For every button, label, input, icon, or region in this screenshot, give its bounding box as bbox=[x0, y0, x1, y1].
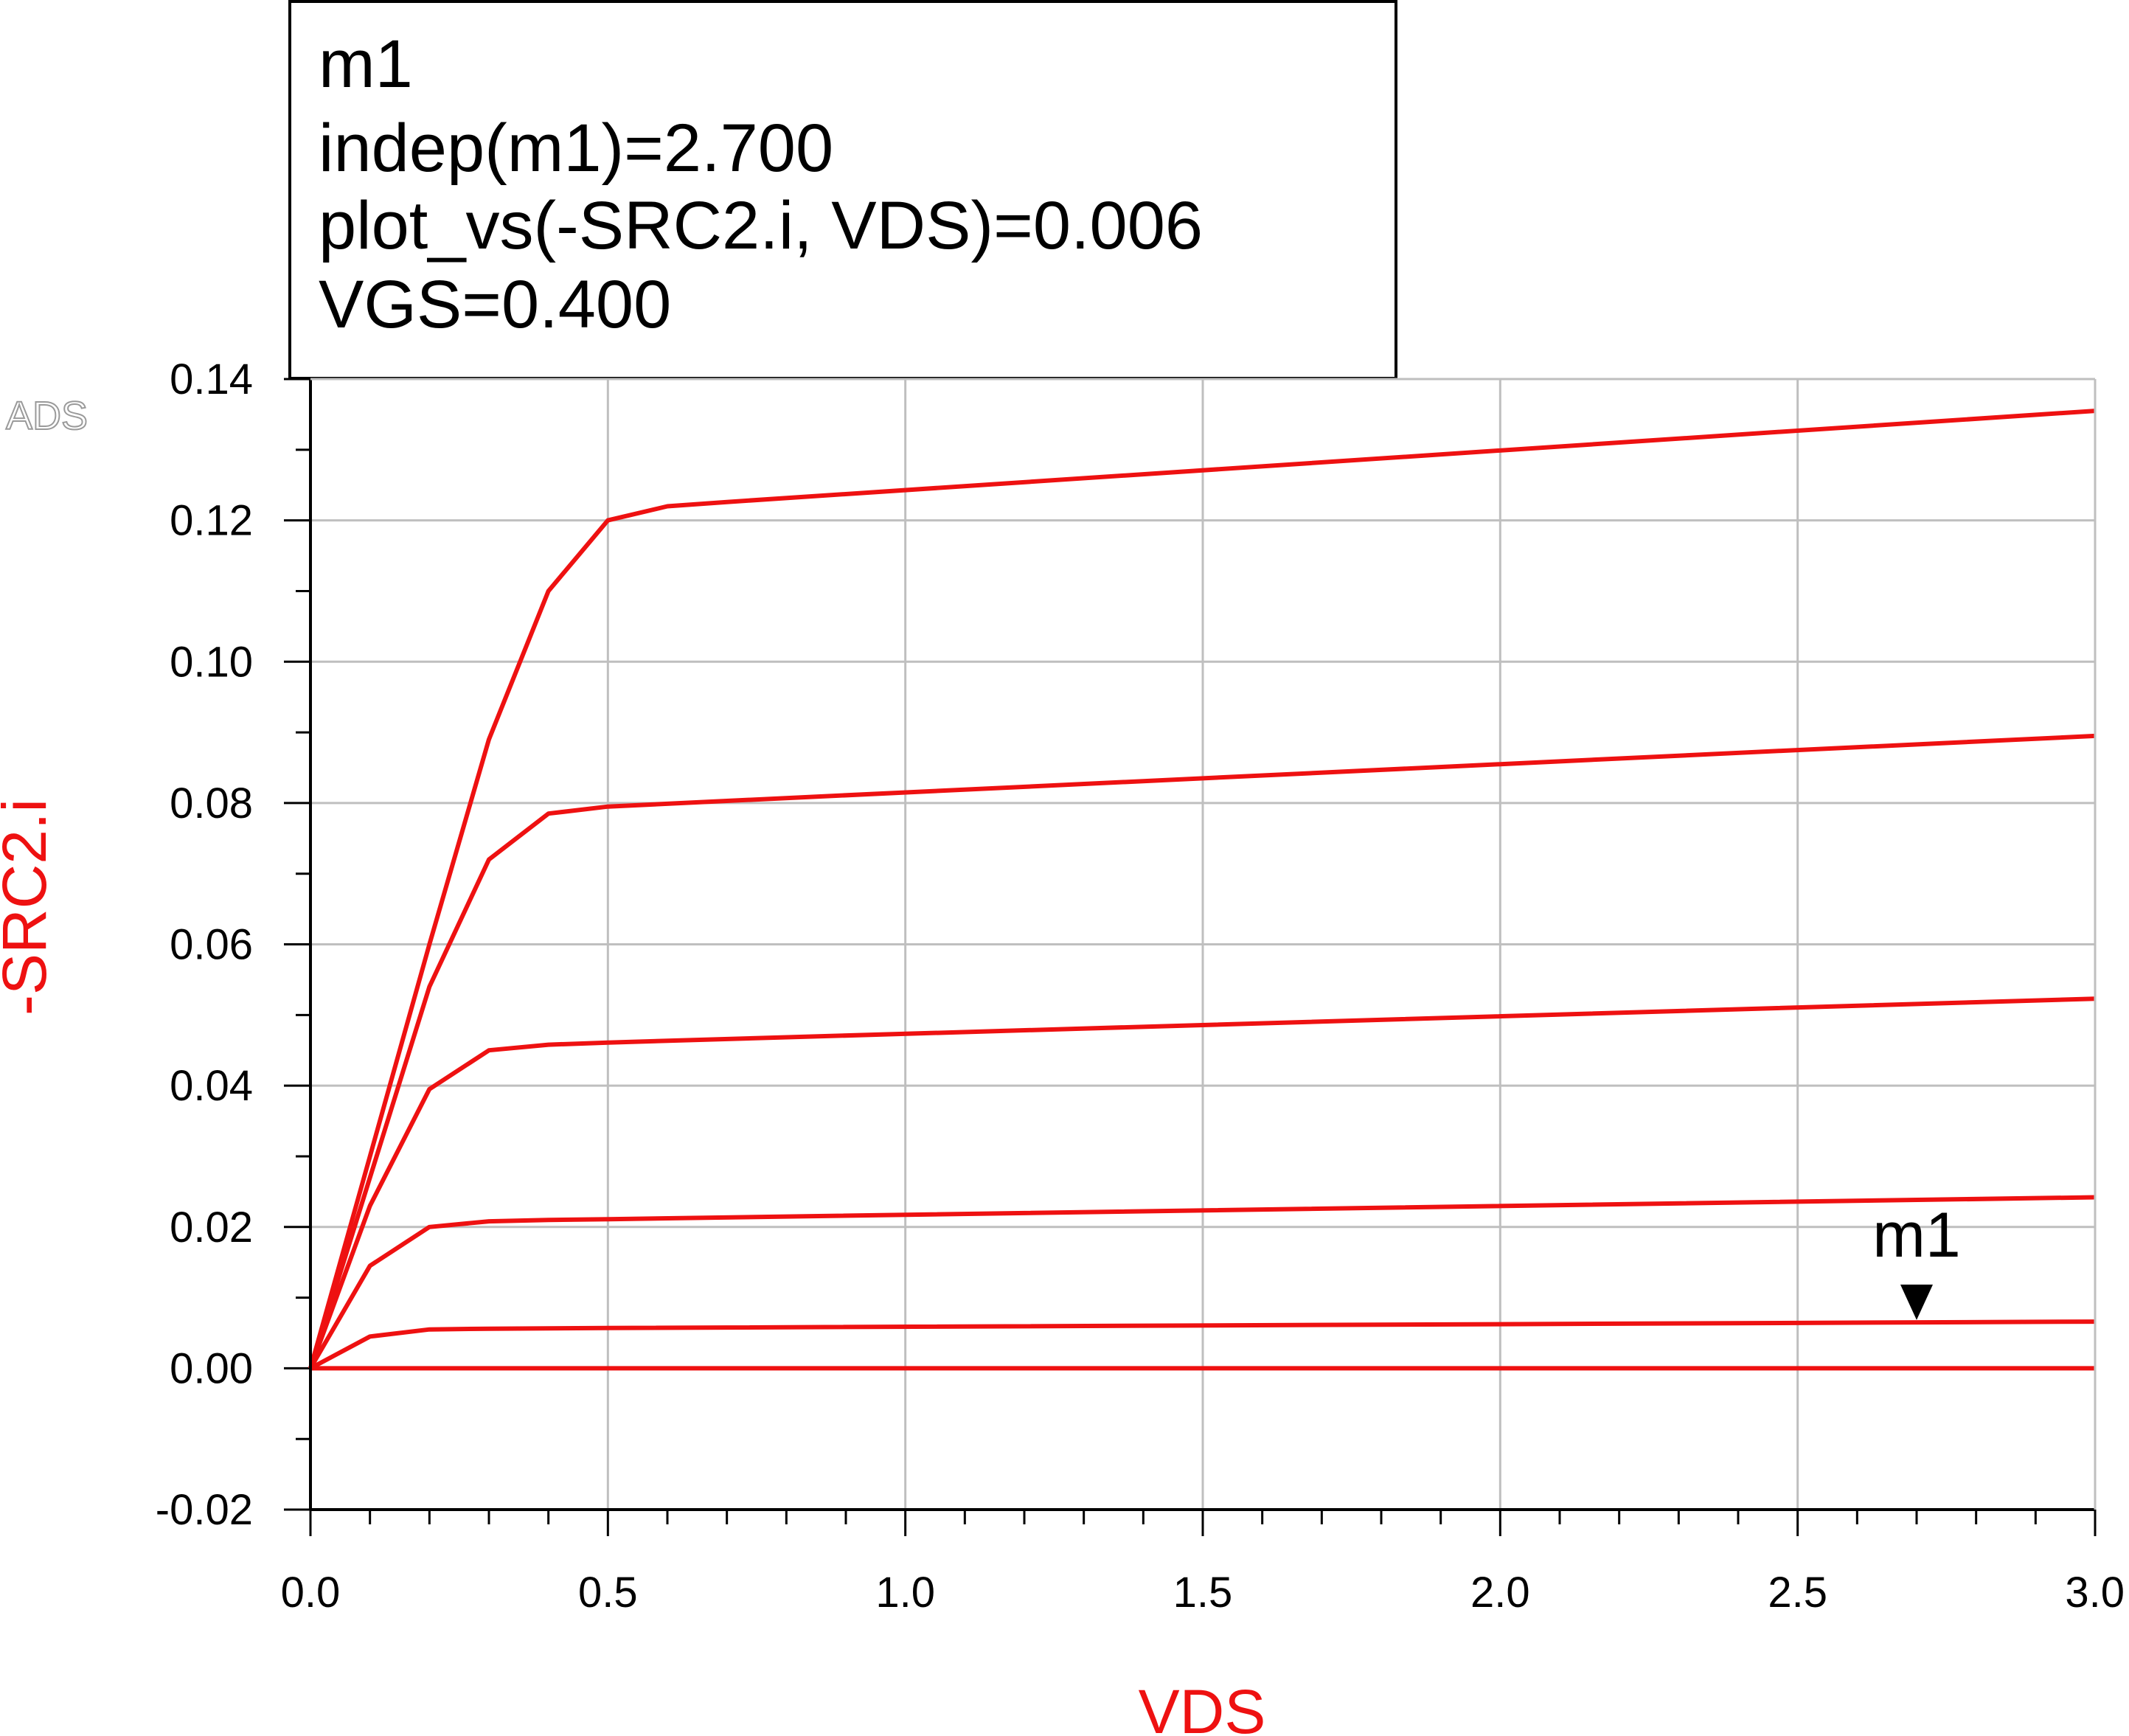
plot-frame bbox=[309, 378, 2097, 1511]
marker-readout-indep: indep(m1)=2.700 bbox=[319, 111, 833, 186]
y-tick-label: 0.12 bbox=[170, 497, 253, 545]
y-tick-label: 0.10 bbox=[170, 638, 253, 686]
ticks-layer bbox=[284, 378, 2097, 1536]
series-line-4 bbox=[308, 733, 2096, 1369]
y-tick-label: 0.02 bbox=[170, 1204, 253, 1251]
x-tick-label: 3.0 bbox=[2065, 1569, 2125, 1617]
tick-labels: 0.0 0.5 1.0 1.5 2.0 2.5 3.0 -0.02 0.00 0.02 0.04 0.… bbox=[156, 355, 2125, 1617]
x-tick-label: 1.0 bbox=[875, 1569, 935, 1617]
marker-label[interactable]: m1 bbox=[1872, 1200, 1960, 1271]
x-tick-label: 2.0 bbox=[1470, 1569, 1530, 1617]
y-axis-title: -SRC2.i bbox=[0, 799, 59, 1015]
marker-readout-box[interactable]: m1 indep(m1)=2.700 plot_vs(-SRC2.i, VDS)… bbox=[288, 0, 1397, 380]
series-line-3 bbox=[308, 996, 2096, 1369]
x-tick-label: 1.5 bbox=[1173, 1569, 1233, 1617]
series-line-5 bbox=[308, 409, 2096, 1369]
y-tick-label: 0.14 bbox=[170, 355, 253, 403]
marker-readout-name: m1 bbox=[319, 27, 413, 102]
y-tick-label: 0.08 bbox=[170, 780, 253, 827]
series-line-1 bbox=[309, 1319, 2096, 1371]
y-tick-label: -0.02 bbox=[156, 1486, 253, 1534]
x-tick-label: 0.5 bbox=[578, 1569, 638, 1617]
marker-readout-value: plot_vs(-SRC2.i, VDS)=0.006 bbox=[319, 188, 1203, 263]
marker-readout-vgs: VGS=0.400 bbox=[319, 267, 671, 342]
marker-layer[interactable]: m1 bbox=[1872, 1200, 1961, 1320]
x-tick-label: 0.0 bbox=[281, 1569, 341, 1617]
grid-layer bbox=[310, 379, 2095, 1510]
x-axis-title: VDS bbox=[1139, 1677, 1266, 1736]
y-tick-label: 0.00 bbox=[170, 1344, 253, 1392]
marker-readout-frame bbox=[288, 0, 1397, 380]
x-tick-label: 2.5 bbox=[1768, 1569, 1827, 1617]
y-tick-label: 0.06 bbox=[170, 921, 253, 969]
series-layer bbox=[308, 409, 2096, 1371]
ads-logo: ADS bbox=[6, 394, 88, 438]
marker-triangle[interactable] bbox=[1900, 1284, 1933, 1320]
y-tick-label: 0.04 bbox=[170, 1062, 253, 1110]
series-line-2 bbox=[308, 1195, 2096, 1369]
